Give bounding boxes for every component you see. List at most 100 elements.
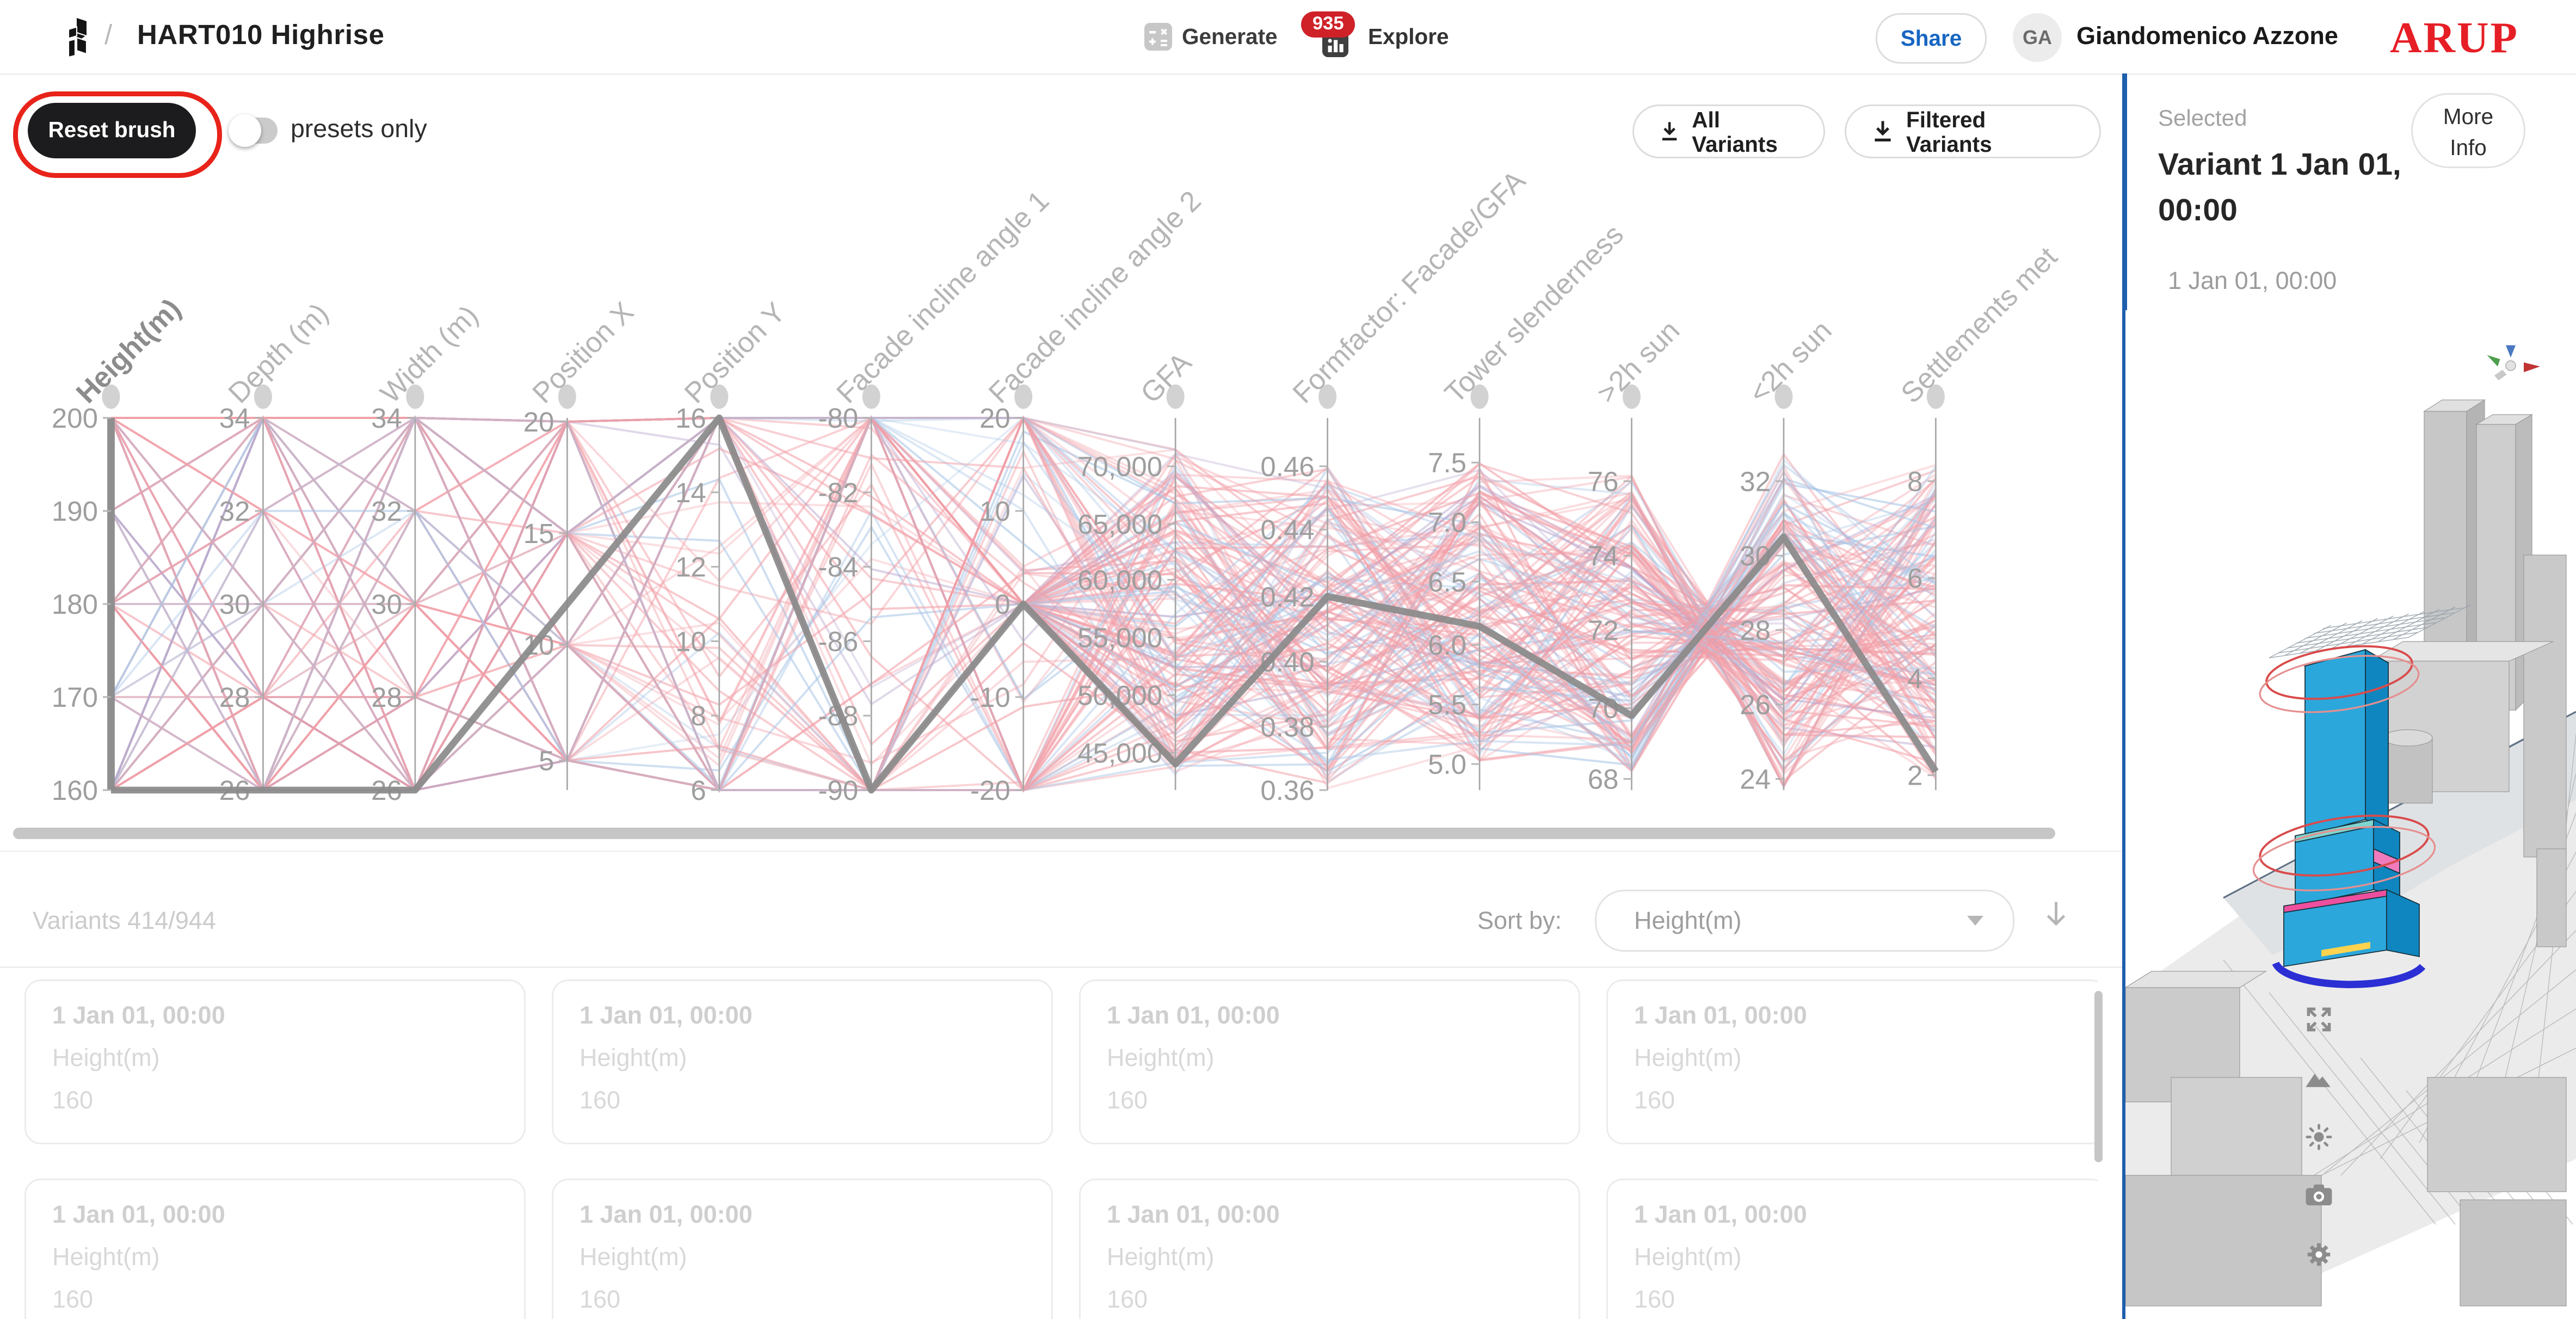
svg-text:4: 4	[1907, 663, 1922, 694]
variant-card-title: 1 Jan 01, 00:00	[1634, 1002, 1807, 1030]
variant-card[interactable]: 1 Jan 01, 00:00 Height(m) 160	[24, 1179, 526, 1319]
variant-card-title: 1 Jan 01, 00:00	[52, 1201, 225, 1229]
sort-direction-arrow-icon[interactable]	[2044, 899, 2068, 927]
download-all-variants-button[interactable]: All Variants	[1632, 104, 1825, 158]
presets-only-toggle-knob[interactable]	[229, 114, 261, 147]
svg-text:-82: -82	[818, 477, 859, 508]
chart-horizontal-scrollbar[interactable]	[13, 828, 2055, 839]
variant-card[interactable]: 1 Jan 01, 00:00 Height(m) 160	[1606, 979, 2098, 1144]
separator	[0, 966, 2122, 968]
variant-card-title: 1 Jan 01, 00:00	[580, 1002, 753, 1030]
viewport-3d[interactable]	[2125, 310, 2576, 1319]
variant-card-value: 160	[52, 1087, 94, 1115]
sort-by-value: Height(m)	[1634, 908, 1742, 935]
variant-card[interactable]: 1 Jan 01, 00:00 Height(m) 160	[24, 979, 526, 1144]
sun-icon[interactable]	[2303, 1121, 2333, 1151]
base-highlight-arc	[2272, 961, 2426, 988]
user-name: Giandomenico Azzone	[2076, 23, 2338, 51]
svg-text:8: 8	[1907, 466, 1922, 497]
variant-card-metric: Height(m)	[52, 1045, 160, 1073]
svg-text:8: 8	[691, 700, 706, 731]
download-filtered-variants-button[interactable]: Filtered Variants	[1845, 104, 2101, 158]
selected-variant-line[interactable]	[111, 414, 1939, 794]
svg-text:10: 10	[979, 496, 1010, 527]
explore-button[interactable]: Explore	[1368, 24, 1449, 49]
variant-card[interactable]: 1 Jan 01, 00:00 Height(m) 160	[1079, 1179, 1580, 1319]
viewer-toolbar	[2298, 1004, 2338, 1268]
svg-text:6.5: 6.5	[1428, 566, 1466, 597]
svg-text:15: 15	[523, 518, 554, 549]
selection-rings	[2252, 645, 2436, 892]
generate-button[interactable]: Generate	[1182, 24, 1278, 49]
svg-text:10: 10	[675, 626, 706, 657]
orientation-gizmo-icon[interactable]	[2487, 345, 2541, 381]
top-bar: / HART010 Highrise Generate 935 Explore …	[0, 0, 2576, 75]
variant-card-value: 160	[52, 1286, 94, 1314]
share-button[interactable]: Share	[1876, 13, 1987, 64]
svg-text:Position X: Position X	[526, 296, 640, 410]
svg-text:-20: -20	[970, 775, 1010, 806]
more-info-line1: More	[2443, 104, 2494, 129]
svg-text:Height(m): Height(m)	[70, 293, 187, 410]
svg-text:55,000: 55,000	[1077, 622, 1162, 654]
svg-text:-86: -86	[818, 626, 859, 657]
variant-card-title: 1 Jan 01, 00:00	[1634, 1201, 1807, 1229]
parallel-coordinates-chart[interactable]: 200190180170160Height(m)3432302826Depth …	[0, 155, 2122, 849]
svg-text:32: 32	[371, 496, 402, 527]
svg-text:0.36: 0.36	[1260, 775, 1314, 806]
variant-card[interactable]: 1 Jan 01, 00:00 Height(m) 160	[552, 1179, 1053, 1319]
app-logo-icon[interactable]	[62, 16, 98, 59]
reset-brush-button[interactable]: Reset brush	[28, 103, 196, 158]
variants-vertical-scrollbar[interactable]	[2094, 991, 2103, 1162]
svg-text:65,000: 65,000	[1077, 509, 1162, 540]
svg-text:76: 76	[1588, 466, 1619, 497]
svg-text:0.38: 0.38	[1260, 712, 1314, 743]
more-info-button[interactable]: More Info	[2411, 93, 2525, 168]
terrain-icon[interactable]	[2303, 1063, 2333, 1092]
highlighted-building[interactable]	[2283, 649, 2420, 967]
variant-card-metric: Height(m)	[580, 1244, 687, 1272]
variant-card-title: 1 Jan 01, 00:00	[1107, 1002, 1280, 1030]
settings-gear-icon[interactable]	[2303, 1239, 2333, 1268]
avatar[interactable]: GA	[2013, 13, 2062, 62]
svg-text:0.42: 0.42	[1260, 581, 1314, 612]
fullscreen-icon[interactable]	[2303, 1004, 2333, 1033]
variant-card-title: 1 Jan 01, 00:00	[1107, 1201, 1280, 1229]
svg-text:200: 200	[52, 403, 98, 434]
svg-text:5.0: 5.0	[1428, 749, 1466, 780]
variant-card[interactable]: 1 Jan 01, 00:00 Height(m) 160	[552, 979, 1053, 1144]
breadcrumb-project-title[interactable]: HART010 Highrise	[137, 20, 385, 51]
variant-card-metric: Height(m)	[1634, 1244, 1742, 1272]
svg-text:170: 170	[52, 682, 98, 713]
panel-divider[interactable]	[2122, 73, 2127, 1319]
svg-text:160: 160	[52, 775, 98, 806]
filtered-variants-label: Filtered Variants	[1906, 107, 1992, 156]
svg-text:Position Y: Position Y	[679, 296, 792, 409]
download-icon	[1662, 122, 1677, 141]
variant-card-metric: Height(m)	[1107, 1244, 1215, 1272]
generate-calculator-icon[interactable]	[1144, 23, 1172, 51]
svg-text:7.0: 7.0	[1428, 507, 1466, 538]
svg-text:6: 6	[1907, 563, 1922, 594]
variant-card-value: 160	[580, 1286, 621, 1314]
variant-card-title: 1 Jan 01, 00:00	[580, 1201, 753, 1229]
svg-text:28: 28	[371, 682, 402, 713]
variant-card[interactable]: 1 Jan 01, 00:00 Height(m) 160	[1606, 1179, 2098, 1319]
svg-text:74: 74	[1588, 540, 1619, 571]
svg-text:0.44: 0.44	[1260, 514, 1314, 545]
svg-text:30: 30	[219, 589, 250, 620]
camera-icon[interactable]	[2303, 1180, 2333, 1210]
svg-text:-80: -80	[818, 403, 859, 434]
annotation-highlight-ring	[13, 91, 222, 178]
svg-text:45,000: 45,000	[1077, 738, 1162, 769]
sort-by-dropdown[interactable]	[1595, 890, 2014, 952]
svg-text:7.5: 7.5	[1428, 447, 1466, 478]
variant-card[interactable]: 1 Jan 01, 00:00 Height(m) 160	[1079, 979, 1580, 1144]
svg-text:28: 28	[219, 682, 250, 713]
svg-text:60,000: 60,000	[1077, 565, 1162, 596]
svg-text:Depth (m): Depth (m)	[222, 297, 335, 410]
explore-chart-icon[interactable]	[1322, 31, 1348, 57]
variant-card-grid: 1 Jan 01, 00:00 Height(m) 160 1 Jan 01, 0…	[24, 979, 2098, 1319]
svg-text:-10: -10	[970, 682, 1010, 713]
